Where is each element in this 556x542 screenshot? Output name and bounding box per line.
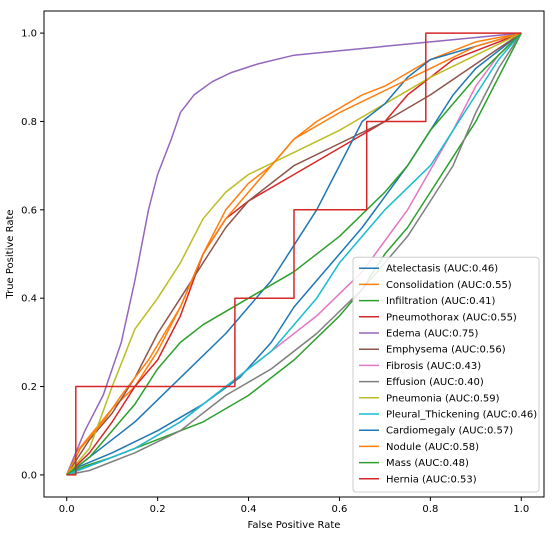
y-axis-ticks: 0.0 0.2 0.4 0.6 0.8 1.0 (21, 29, 44, 481)
legend-box (352, 256, 540, 493)
y-tick-label: 0.4 (21, 294, 37, 305)
x-tick-label: 0.4 (241, 504, 257, 515)
y-tick-label: 0.0 (21, 470, 37, 481)
y-tick-label: 1.0 (21, 29, 37, 40)
plot-frame (43, 10, 545, 498)
plot-lines (66, 32, 522, 476)
x-tick-label: 0.2 (150, 504, 166, 515)
legend-entry: Emphysema (AUC:0.56) (386, 345, 506, 356)
y-axis-label: True Positive Rate (5, 209, 16, 299)
series-line-8 (66, 32, 522, 476)
legend-entry: Fibrosis (AUC:0.43) (386, 361, 481, 372)
x-tick-label: 1.0 (513, 504, 529, 515)
series-line-1 (66, 32, 522, 476)
y-tick-label: 0.8 (21, 117, 37, 128)
x-tick-label: 0.0 (59, 504, 75, 515)
x-tick-label: 0.8 (422, 504, 438, 515)
legend-entry: Consolidation (AUC:0.55) (386, 280, 512, 291)
legend-entry: Effusion (AUC:0.40) (386, 377, 484, 388)
y-tick-label: 0.6 (21, 205, 37, 216)
legend-entry: Edema (AUC:0.75) (386, 329, 479, 340)
legend-entry: Pleural_Thickening (AUC:0.46) (386, 410, 537, 421)
series-line-11 (66, 32, 522, 476)
series-line-0 (66, 32, 522, 476)
x-axis-ticks: 0.0 0.2 0.4 0.6 0.8 1.0 (59, 497, 529, 515)
x-tick-label: 0.6 (332, 504, 348, 515)
x-axis-label: False Positive Rate (248, 520, 341, 531)
series-line-4 (66, 32, 522, 476)
legend-entry: Nodule (AUC:0.58) (386, 442, 479, 453)
legend: Atelectasis (AUC:0.46) Consolidation (AUC… (352, 256, 540, 493)
series-line-9 (66, 32, 522, 476)
series-line-7 (66, 32, 522, 476)
legend-entry: Hernia (AUC:0.53) (386, 474, 477, 485)
legend-entry: Infiltration (AUC:0.41) (386, 296, 496, 307)
legend-entry: Mass (AUC:0.48) (386, 458, 469, 469)
legend-entry: Pneumothorax (AUC:0.55) (386, 312, 517, 323)
legend-entry: Atelectasis (AUC:0.46) (386, 264, 498, 275)
legend-entry: Pneumonia (AUC:0.59) (386, 393, 500, 404)
series-line-5 (66, 32, 522, 476)
y-tick-label: 0.2 (21, 382, 37, 393)
series-line-13 (66, 32, 522, 476)
legend-entry: Cardiomegaly (AUC:0.57) (386, 426, 513, 437)
